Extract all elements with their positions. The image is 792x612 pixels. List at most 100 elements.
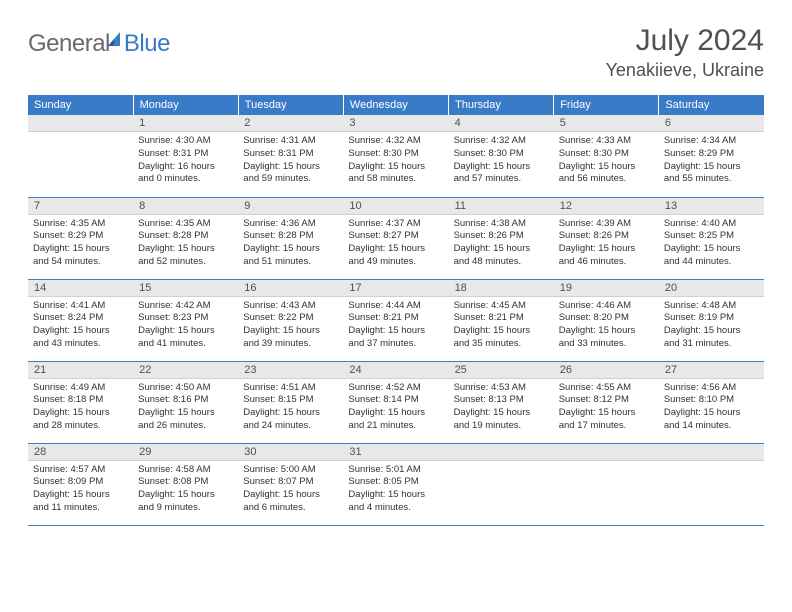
calendar-day-cell: 12Sunrise: 4:39 AMSunset: 8:26 PMDayligh… (554, 197, 659, 279)
sunset-text: Sunset: 8:16 PM (138, 394, 233, 407)
daylight-text-2: and 4 minutes. (348, 502, 443, 515)
calendar-day-cell: 19Sunrise: 4:46 AMSunset: 8:20 PMDayligh… (554, 279, 659, 361)
sunset-text: Sunset: 8:08 PM (138, 476, 233, 489)
daylight-text-1: Daylight: 15 hours (348, 161, 443, 174)
day-number: 20 (659, 280, 764, 297)
sunset-text: Sunset: 8:10 PM (664, 394, 759, 407)
day-content: Sunrise: 4:58 AMSunset: 8:08 PMDaylight:… (133, 461, 238, 519)
day-number: 2 (238, 115, 343, 132)
day-content: Sunrise: 4:31 AMSunset: 8:31 PMDaylight:… (238, 132, 343, 190)
daylight-text-2: and 17 minutes. (559, 420, 654, 433)
day-number: 5 (554, 115, 659, 132)
sunset-text: Sunset: 8:26 PM (559, 230, 654, 243)
sunrise-text: Sunrise: 4:38 AM (454, 218, 549, 231)
calendar-day-cell: 3Sunrise: 4:32 AMSunset: 8:30 PMDaylight… (343, 115, 448, 197)
day-content: Sunrise: 4:50 AMSunset: 8:16 PMDaylight:… (133, 379, 238, 437)
sunrise-text: Sunrise: 4:50 AM (138, 382, 233, 395)
daylight-text-2: and 26 minutes. (138, 420, 233, 433)
day-content: Sunrise: 4:46 AMSunset: 8:20 PMDaylight:… (554, 297, 659, 355)
day-number (554, 444, 659, 461)
day-number: 13 (659, 198, 764, 215)
sunrise-text: Sunrise: 4:30 AM (138, 135, 233, 148)
daylight-text-1: Daylight: 15 hours (243, 407, 338, 420)
day-number (659, 444, 764, 461)
weekday-header: Wednesday (343, 95, 448, 115)
daylight-text-1: Daylight: 15 hours (664, 325, 759, 338)
day-number: 21 (28, 362, 133, 379)
daylight-text-1: Daylight: 15 hours (138, 325, 233, 338)
sunrise-text: Sunrise: 4:44 AM (348, 300, 443, 313)
day-content: Sunrise: 4:39 AMSunset: 8:26 PMDaylight:… (554, 215, 659, 273)
daylight-text-2: and 54 minutes. (33, 256, 128, 269)
daylight-text-2: and 11 minutes. (33, 502, 128, 515)
day-content: Sunrise: 4:51 AMSunset: 8:15 PMDaylight:… (238, 379, 343, 437)
sunrise-text: Sunrise: 4:42 AM (138, 300, 233, 313)
day-content: Sunrise: 4:35 AMSunset: 8:29 PMDaylight:… (28, 215, 133, 273)
page-title: July 2024 (606, 24, 764, 58)
daylight-text-1: Daylight: 15 hours (559, 325, 654, 338)
sunset-text: Sunset: 8:15 PM (243, 394, 338, 407)
location-label: Yenakiieve, Ukraine (606, 60, 764, 81)
calendar-week-row: 21Sunrise: 4:49 AMSunset: 8:18 PMDayligh… (28, 361, 764, 443)
calendar-day-cell: 4Sunrise: 4:32 AMSunset: 8:30 PMDaylight… (449, 115, 554, 197)
daylight-text-1: Daylight: 15 hours (138, 407, 233, 420)
sunrise-text: Sunrise: 4:46 AM (559, 300, 654, 313)
daylight-text-2: and 59 minutes. (243, 173, 338, 186)
day-number: 28 (28, 444, 133, 461)
sunrise-text: Sunrise: 4:53 AM (454, 382, 549, 395)
sunset-text: Sunset: 8:07 PM (243, 476, 338, 489)
day-number: 3 (343, 115, 448, 132)
sunrise-text: Sunrise: 4:45 AM (454, 300, 549, 313)
weekday-header: Sunday (28, 95, 133, 115)
calendar-day-cell (554, 443, 659, 525)
sunrise-text: Sunrise: 4:37 AM (348, 218, 443, 231)
sunrise-text: Sunrise: 5:00 AM (243, 464, 338, 477)
day-number: 15 (133, 280, 238, 297)
title-block: July 2024 Yenakiieve, Ukraine (606, 24, 764, 81)
daylight-text-1: Daylight: 15 hours (348, 243, 443, 256)
daylight-text-1: Daylight: 15 hours (559, 407, 654, 420)
day-number (28, 115, 133, 132)
weekday-header: Monday (133, 95, 238, 115)
calendar-day-cell: 1Sunrise: 4:30 AMSunset: 8:31 PMDaylight… (133, 115, 238, 197)
day-content: Sunrise: 4:56 AMSunset: 8:10 PMDaylight:… (659, 379, 764, 437)
sunset-text: Sunset: 8:29 PM (664, 148, 759, 161)
day-number: 19 (554, 280, 659, 297)
calendar-day-cell: 31Sunrise: 5:01 AMSunset: 8:05 PMDayligh… (343, 443, 448, 525)
sunrise-text: Sunrise: 4:32 AM (454, 135, 549, 148)
day-content: Sunrise: 4:53 AMSunset: 8:13 PMDaylight:… (449, 379, 554, 437)
calendar-day-cell: 24Sunrise: 4:52 AMSunset: 8:14 PMDayligh… (343, 361, 448, 443)
sunset-text: Sunset: 8:05 PM (348, 476, 443, 489)
sunset-text: Sunset: 8:22 PM (243, 312, 338, 325)
weekday-header: Tuesday (238, 95, 343, 115)
day-number: 8 (133, 198, 238, 215)
daylight-text-2: and 35 minutes. (454, 338, 549, 351)
calendar-day-cell: 2Sunrise: 4:31 AMSunset: 8:31 PMDaylight… (238, 115, 343, 197)
day-number: 16 (238, 280, 343, 297)
daylight-text-2: and 46 minutes. (559, 256, 654, 269)
calendar-day-cell: 23Sunrise: 4:51 AMSunset: 8:15 PMDayligh… (238, 361, 343, 443)
daylight-text-1: Daylight: 16 hours (138, 161, 233, 174)
daylight-text-2: and 52 minutes. (138, 256, 233, 269)
day-content: Sunrise: 4:34 AMSunset: 8:29 PMDaylight:… (659, 132, 764, 190)
daylight-text-2: and 19 minutes. (454, 420, 549, 433)
daylight-text-2: and 0 minutes. (138, 173, 233, 186)
sunrise-text: Sunrise: 4:49 AM (33, 382, 128, 395)
day-content: Sunrise: 4:30 AMSunset: 8:31 PMDaylight:… (133, 132, 238, 190)
daylight-text-2: and 58 minutes. (348, 173, 443, 186)
sunset-text: Sunset: 8:14 PM (348, 394, 443, 407)
sunrise-text: Sunrise: 4:48 AM (664, 300, 759, 313)
day-number: 22 (133, 362, 238, 379)
day-number: 23 (238, 362, 343, 379)
daylight-text-1: Daylight: 15 hours (243, 489, 338, 502)
logo-text-blue: Blue (124, 30, 170, 58)
weekday-header: Friday (554, 95, 659, 115)
sunset-text: Sunset: 8:26 PM (454, 230, 549, 243)
sunset-text: Sunset: 8:21 PM (348, 312, 443, 325)
calendar-day-cell: 15Sunrise: 4:42 AMSunset: 8:23 PMDayligh… (133, 279, 238, 361)
sunset-text: Sunset: 8:29 PM (33, 230, 128, 243)
daylight-text-2: and 31 minutes. (664, 338, 759, 351)
day-number: 12 (554, 198, 659, 215)
daylight-text-2: and 33 minutes. (559, 338, 654, 351)
day-content: Sunrise: 4:44 AMSunset: 8:21 PMDaylight:… (343, 297, 448, 355)
